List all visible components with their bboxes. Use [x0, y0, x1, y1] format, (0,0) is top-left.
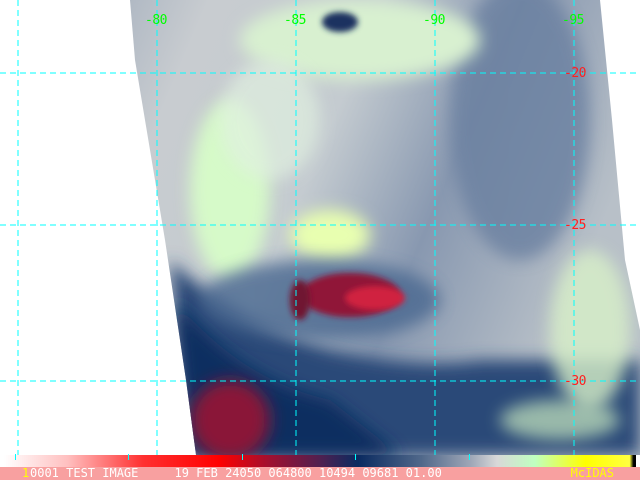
latitude-label: -30: [564, 374, 586, 389]
lat-lon-grid: [0, 0, 640, 455]
image-info-bar: 1 0001 TEST IMAGE 19 FEB 24050 064800 10…: [0, 467, 640, 480]
longitude-label: -95: [562, 13, 584, 28]
longitude-label: -85: [284, 13, 306, 28]
latitude-label: -25: [564, 218, 586, 233]
longitude-label: -90: [423, 13, 445, 28]
mcidas-brand: McIDAS: [570, 466, 614, 480]
color-scale-tick: [469, 454, 470, 460]
satellite-imagery: [0, 0, 640, 455]
color-scale-tick: [242, 454, 243, 460]
image-swath: [130, 0, 640, 455]
color-scale-tick: [15, 454, 16, 460]
latitude-label: -20: [564, 66, 586, 81]
longitude-label: -80: [145, 13, 167, 28]
frame-marker: 1: [22, 466, 30, 480]
color-scale-tick: [355, 454, 356, 460]
color-scale-bar: [4, 455, 636, 467]
color-scale-tick: [128, 454, 129, 460]
image-info-text: 0001 TEST IMAGE 19 FEB 24050 064800 1049…: [30, 466, 442, 480]
